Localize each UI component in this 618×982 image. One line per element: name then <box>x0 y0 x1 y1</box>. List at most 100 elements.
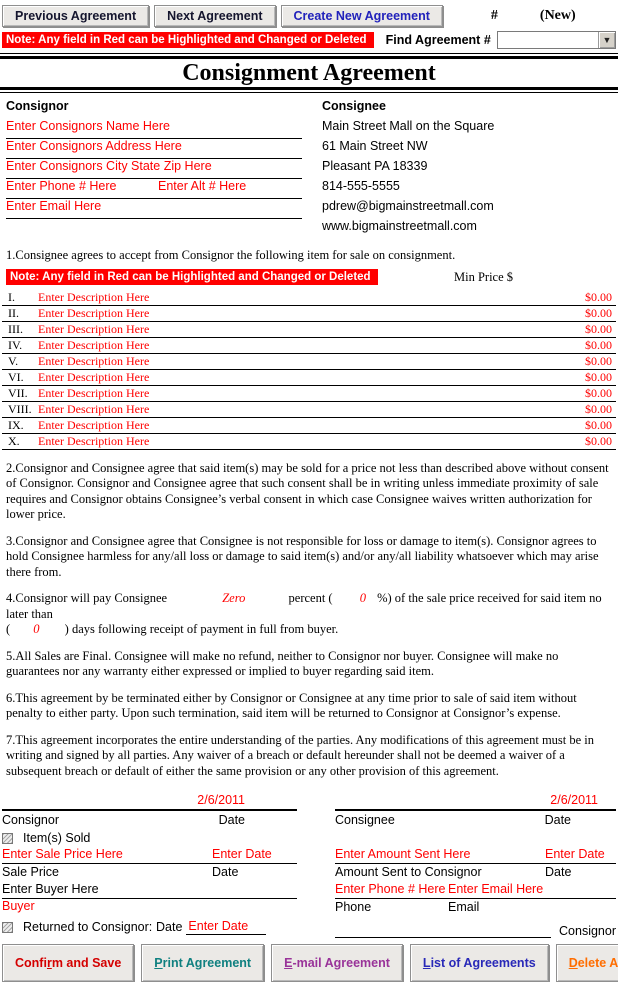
item-description-field[interactable]: Enter Description Here <box>38 305 150 320</box>
email-agreement-button[interactable]: E-mail Agreement <box>271 944 403 982</box>
item-description-field[interactable]: Enter Description Here <box>38 337 150 352</box>
item-price-field[interactable]: $0.00 <box>585 321 612 336</box>
item-numeral: II. <box>8 305 19 320</box>
next-agreement-button[interactable]: Next Agreement <box>154 5 276 27</box>
phone-label: Phone <box>335 900 372 914</box>
item-description-field[interactable]: Enter Description Here <box>38 369 150 384</box>
find-agreement-dropdown[interactable]: ▼ <box>496 31 616 49</box>
sent-date-label: Date <box>545 865 572 879</box>
clause-3: 3.Consignor and Consignee agree that Con… <box>6 533 599 579</box>
create-new-agreement-button[interactable]: Create New Agreement <box>280 5 443 27</box>
items-sold-checkbox[interactable] <box>2 832 13 844</box>
consignor-email-value[interactable]: Enter Email Here <box>6 199 102 213</box>
item-row: II. Enter Description Here $0.00 <box>2 306 616 322</box>
footer-toolbar: Confirm and Save Print Agreement E-mail … <box>0 944 618 982</box>
item-description-field[interactable]: Enter Description Here <box>38 401 150 416</box>
consignor-name-field[interactable]: Enter Consignors Name Here <box>6 119 302 139</box>
item-description-field[interactable]: Enter Description Here <box>38 385 150 400</box>
enter-sale-date-field[interactable]: Enter Date <box>212 847 272 861</box>
email-label: Email <box>448 900 480 914</box>
consignee-sign-date-field[interactable]: 2/6/2011 <box>550 793 598 807</box>
item-price-field[interactable]: $0.00 <box>585 289 612 304</box>
returned-label: Returned to Consignor: <box>23 920 153 934</box>
consignor-signature-line <box>2 809 297 811</box>
enter-buyer-field[interactable]: Enter Buyer Here <box>2 882 297 899</box>
amount-sent-label: Amount Sent to Consignor <box>335 865 482 879</box>
item-description-field[interactable]: Enter Description Here <box>38 433 150 448</box>
chevron-down-icon[interactable]: ▼ <box>598 32 615 48</box>
returned-checkbox[interactable] <box>2 921 13 933</box>
item-description-field[interactable]: Enter Description Here <box>38 321 150 336</box>
item-price-field[interactable]: $0.00 <box>585 401 612 416</box>
consignor-phone-value[interactable]: Enter Phone # Here <box>6 179 117 193</box>
item-price-field[interactable]: $0.00 <box>585 433 612 448</box>
item-price-field[interactable]: $0.00 <box>585 305 612 320</box>
item-numeral: III. <box>8 321 23 336</box>
divider <box>0 53 618 54</box>
clause-4-mid1: percent ( <box>288 591 333 605</box>
consignor-bottom-label: Consignor <box>559 924 616 938</box>
item-description-field[interactable]: Enter Description Here <box>38 353 150 368</box>
item-description-field[interactable]: Enter Description Here <box>38 417 150 432</box>
item-price-field[interactable]: $0.00 <box>585 385 612 400</box>
divider <box>0 56 618 59</box>
item-row: I. Enter Description Here $0.00 <box>2 290 616 306</box>
consignor-citystatezip-value[interactable]: Enter Consignors City State Zip Here <box>6 159 212 173</box>
item-row: III. Enter Description Here $0.00 <box>2 322 616 338</box>
sale-price-entry-row: Enter Sale Price Here Enter Date <box>2 847 297 864</box>
enter-amount-sent-field[interactable]: Enter Amount Sent Here <box>335 847 471 861</box>
item-price-field[interactable]: $0.00 <box>585 417 612 432</box>
items-header-row: Note: Any field in Red can be Highlighte… <box>6 269 616 286</box>
sent-block: Enter Amount Sent Here Enter Date Amount… <box>335 829 616 938</box>
consignee-signature-block: 2/6/2011 Consignee Date <box>335 793 616 827</box>
consignee-block: Consignee Main Street Mall on the Square… <box>322 99 612 239</box>
returned-enter-date-field[interactable]: Enter Date <box>186 919 267 935</box>
previous-agreement-button[interactable]: Previous Agreement <box>2 5 150 27</box>
consignor-name-value[interactable]: Enter Consignors Name Here <box>6 119 170 133</box>
consignee-citystatezip: Pleasant PA 18339 <box>322 159 428 173</box>
amount-sent-entry-row: Enter Amount Sent Here Enter Date <box>335 847 616 864</box>
consignor-phone-field[interactable]: Enter Phone # Here Enter Alt # Here <box>6 179 302 199</box>
item-row: V. Enter Description Here $0.00 <box>2 354 616 370</box>
clause-4-tail: ) days following receipt of payment in f… <box>64 622 339 636</box>
consignor-email-field[interactable]: Enter Email Here <box>6 199 302 219</box>
divider <box>0 87 618 90</box>
consignor-date-label: Date <box>218 813 245 827</box>
clause-4-open-paren: ( <box>6 622 11 636</box>
commission-percent-field[interactable]: 0 <box>359 591 366 605</box>
days-field[interactable]: 0 <box>33 622 40 636</box>
consignee-sign-label: Consignee <box>335 813 395 827</box>
page-title: Consignment Agreement <box>182 60 436 86</box>
list-of-agreements-button[interactable]: List of Agreements <box>409 944 549 982</box>
returned-date-label: Date <box>156 920 183 934</box>
consignor-address-field[interactable]: Enter Consignors Address Here <box>6 139 302 159</box>
find-agreement-value[interactable] <box>498 32 598 48</box>
consignor-address-value[interactable]: Enter Consignors Address Here <box>6 139 182 153</box>
consignor-citystatezip-field[interactable]: Enter Consignors City State Zip Here <box>6 159 302 179</box>
clause-7: 7.This agreement incorporates the entire… <box>6 732 595 778</box>
item-row: VII. Enter Description Here $0.00 <box>2 386 616 402</box>
clause-6: 6.This agreement by be terminated either… <box>6 690 577 721</box>
item-numeral: V. <box>8 353 19 368</box>
enter-sale-price-field[interactable]: Enter Sale Price Here <box>2 847 123 861</box>
consignee-phone: 814-555-5555 <box>322 179 400 193</box>
consignor-sign-date-field[interactable]: 2/6/2011 <box>197 793 245 807</box>
item-description-field[interactable]: Enter Description Here <box>38 289 150 304</box>
enter-phone-field[interactable]: Enter Phone # Here <box>335 882 446 896</box>
item-price-field[interactable]: $0.00 <box>585 337 612 352</box>
agreement-number-sign: # <box>490 8 498 23</box>
divider <box>0 92 618 93</box>
consignee-email: pdrew@bigmainstreetmall.com <box>322 199 494 213</box>
item-price-field[interactable]: $0.00 <box>585 353 612 368</box>
delete-agreement-button[interactable]: Delete Agreement <box>555 944 618 982</box>
enter-email-field[interactable]: Enter Email Here <box>448 882 544 896</box>
sale-date-label: Date <box>212 865 239 879</box>
confirm-and-save-button[interactable]: Confirm and Save <box>2 944 135 982</box>
item-price-field[interactable]: $0.00 <box>585 369 612 384</box>
enter-sent-date-field[interactable]: Enter Date <box>545 847 605 861</box>
commission-percent-word-field[interactable]: Zero <box>222 591 246 605</box>
consignor-altphone-value[interactable]: Enter Alt # Here <box>158 179 247 193</box>
print-agreement-button[interactable]: Print Agreement <box>141 944 265 982</box>
red-note-banner: Note: Any field in Red can be Highlighte… <box>2 32 374 48</box>
clause-1: 1.Consignee agrees to accept from Consig… <box>6 248 456 262</box>
